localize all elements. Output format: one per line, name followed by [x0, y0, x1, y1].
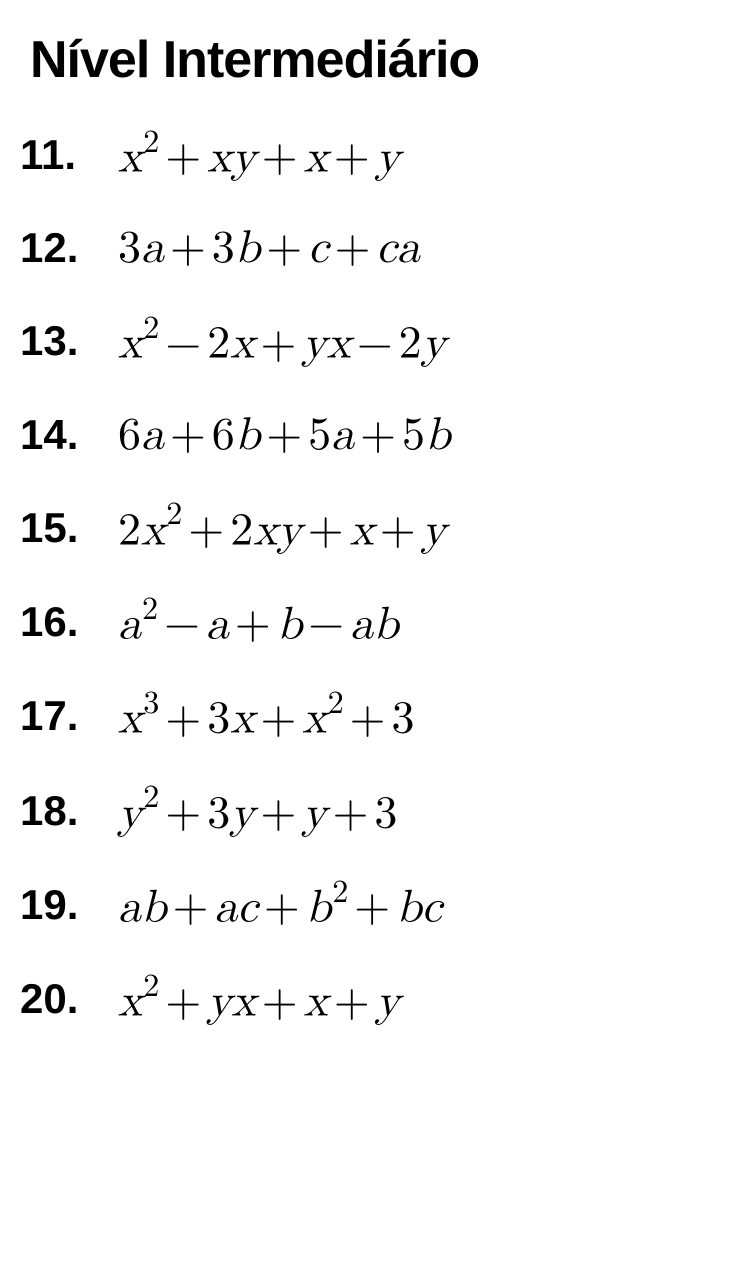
problem-row: 14. 6a+6b+5a+5b: [20, 411, 730, 459]
problem-expression: x2+xy+x+y: [118, 130, 400, 180]
problem-number: 11.: [20, 131, 94, 179]
problem-row: 16. a2−a+b−ab: [20, 597, 730, 647]
problem-expression: x2+yx+x+y: [118, 974, 400, 1024]
problem-row: 17. x3+3x+x2+3: [20, 691, 730, 741]
problem-row: 12. 3a+3b+c+ca: [20, 224, 730, 272]
problem-expression: 6a+6b+5a+5b: [118, 412, 451, 458]
problem-expression: x3+3x+x2+3: [118, 691, 414, 741]
problem-expression: x2−2x+yx−2y: [118, 316, 446, 366]
section-title: Nível Intermediário: [30, 30, 730, 90]
problem-number: 19.: [20, 881, 94, 929]
problem-row: 20. x2+yx+x+y: [20, 974, 730, 1024]
problem-number: 13.: [20, 317, 94, 365]
problem-expression: 2x2+2xy+x+y: [118, 503, 446, 553]
problem-number: 14.: [20, 411, 94, 459]
problem-expression: 3a+3b+c+ca: [118, 225, 420, 271]
problem-row: 19. ab+ac+b2+bc: [20, 880, 730, 930]
problem-number: 18.: [20, 787, 94, 835]
problem-expression: a2−a+b−ab: [118, 597, 399, 647]
problem-expression: ab+ac+b2+bc: [118, 880, 442, 930]
problem-number: 15.: [20, 504, 94, 552]
problem-row: 18. y2+3y+y+3: [20, 786, 730, 836]
problem-number: 17.: [20, 692, 94, 740]
problem-row: 15. 2x2+2xy+x+y: [20, 503, 730, 553]
problem-number: 12.: [20, 224, 94, 272]
problem-row: 11. x2+xy+x+y: [20, 130, 730, 180]
problem-row: 13. x2−2x+yx−2y: [20, 316, 730, 366]
problem-list: 11.x2+xy+x+y12.3a+3b+c+ca13.x2−2x+yx−2y1…: [20, 130, 730, 1025]
problem-expression: y2+3y+y+3: [118, 786, 397, 836]
problem-number: 16.: [20, 598, 94, 646]
problem-number: 20.: [20, 975, 94, 1023]
